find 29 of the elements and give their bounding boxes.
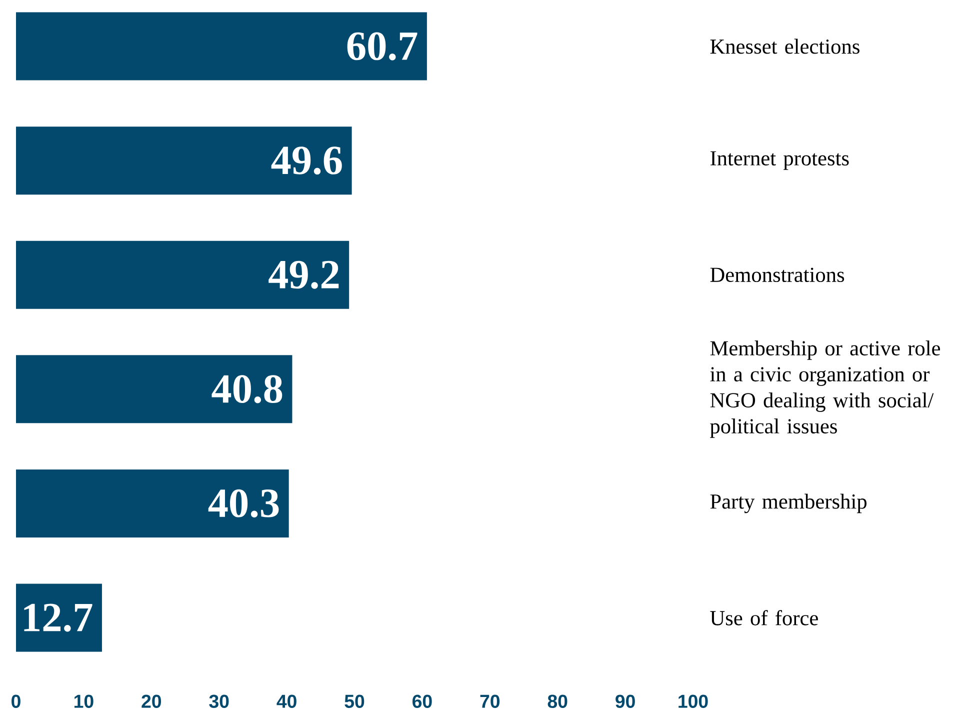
x-tick-label: 20 [142, 694, 162, 708]
data-label: 49.6 [271, 146, 342, 175]
x-tick-label: 0 [12, 694, 20, 708]
data-label: 49.2 [268, 260, 339, 289]
bar [16, 240, 350, 309]
y-tick-label: Internet protests [710, 151, 849, 170]
y-tick-label: Use of force [710, 610, 818, 626]
bar [16, 584, 102, 652]
x-tick-label: 90 [616, 694, 635, 708]
x-tick-label: 100 [678, 694, 708, 708]
x-tick-label: 80 [548, 694, 568, 708]
bar [16, 12, 427, 80]
x-tick-label: 70 [480, 694, 500, 708]
x-tick-label: 10 [74, 694, 94, 708]
data-label: 40.3 [208, 489, 279, 518]
bar [16, 355, 292, 424]
x-tick-label: 30 [209, 694, 229, 708]
y-tick-label: Party membership [710, 494, 866, 514]
bar [16, 469, 289, 538]
x-tick-label: 50 [344, 694, 364, 708]
x-tick-label: 40 [276, 694, 296, 708]
y-tick-label: Knesset elections [710, 38, 860, 54]
data-label: 60.7 [347, 32, 418, 60]
x-tick-label: 60 [412, 694, 432, 708]
data-label: 12.7 [24, 604, 92, 632]
data-label: 40.8 [212, 375, 282, 404]
y-tick-label: Demonstrations [710, 268, 844, 282]
bar [16, 126, 352, 195]
y-tick-label: Membership or active role in a civic organization or NGO dealing with social/ political issues [710, 340, 940, 438]
